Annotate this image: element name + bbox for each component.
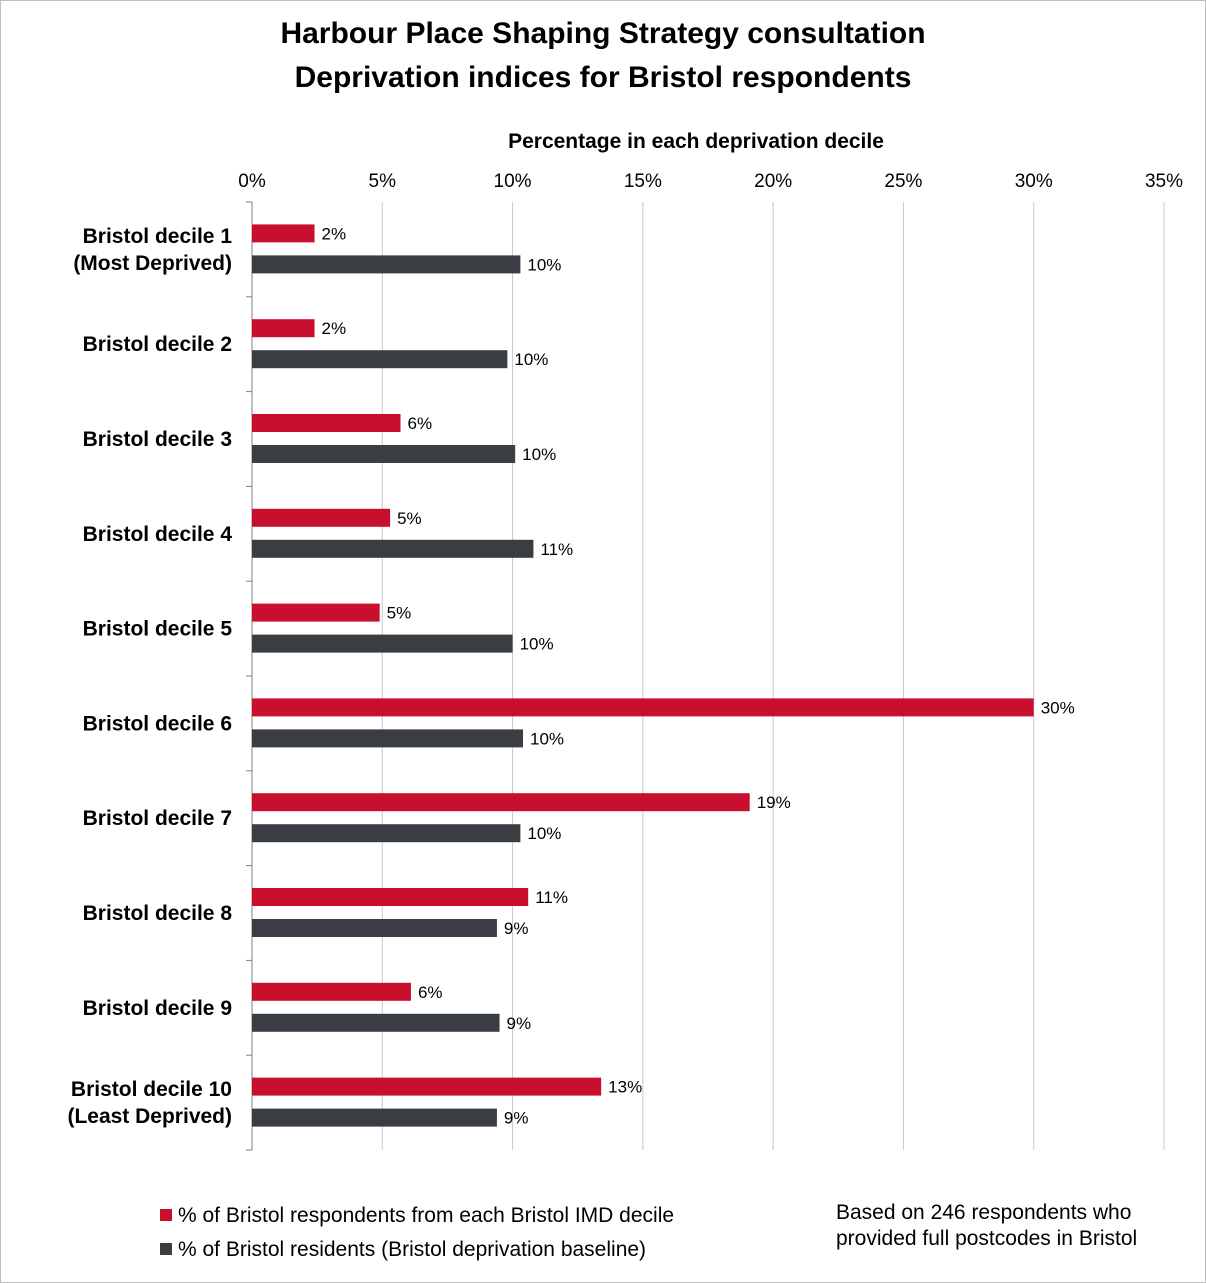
category-label: Bristol decile 5 [83,618,233,641]
data-label-baseline: 11% [540,540,573,559]
bar-baseline [252,350,508,369]
data-label-baseline: 10% [522,445,556,464]
footnote-line-1: Based on 246 respondents who [836,1201,1132,1224]
legend-item-baseline: % of Bristol residents (Bristol deprivat… [160,1237,646,1263]
data-label-baseline: 10% [527,255,561,274]
data-label-baseline: 10% [527,824,561,843]
footnote-line-2: provided full postcodes in Bristol [836,1227,1138,1250]
data-label-respondents: 6% [408,414,433,433]
data-label-respondents: 19% [757,793,791,812]
legend-label-respondents: % of Bristol respondents from each Brist… [178,1204,675,1227]
data-label-baseline: 9% [504,1109,529,1128]
category-label: Bristol decile 8 [83,902,233,925]
x-tick-label: 35% [1145,171,1183,192]
legend-item-respondents: % of Bristol respondents from each Brist… [160,1203,674,1229]
bar-respondents [252,888,529,906]
bar-respondents [252,319,315,338]
category-label: Bristol decile 9 [83,997,232,1020]
bar-chart: 0% 5% 10% 15% 20% 25% 30% 35% 2% 10% Bristol decil… [67,171,1183,1151]
bar-baseline [252,634,513,653]
data-label-baseline: 10% [520,635,554,654]
legend-label-baseline: % of Bristol residents (Bristol deprivat… [178,1238,647,1261]
data-label-respondents: 5% [397,509,422,528]
chart-subtitle: Deprivation indices for Bristol responde… [294,61,912,94]
bar-respondents [252,414,401,432]
legend-swatch-respondents [160,1209,172,1221]
data-label-baseline: 9% [507,1014,532,1033]
category-label: (Most Deprived) [73,252,232,275]
chart-title: Harbour Place Shaping Strategy consultat… [280,17,926,50]
data-label-baseline: 10% [514,350,548,369]
x-tick-label: 15% [624,171,662,192]
data-label-baseline: 10% [530,729,564,748]
bar-baseline [252,1108,497,1127]
bar-respondents [252,793,750,812]
bar-baseline [252,729,523,748]
category-label: (Least Deprived) [67,1105,232,1128]
x-axis-title: Percentage in each deprivation decile [508,130,884,153]
category-label: Bristol decile 2 [83,333,232,356]
data-label-respondents: 6% [418,983,443,1002]
category-label: Bristol decile 7 [83,807,232,830]
bar-respondents [252,1077,602,1096]
x-tick-label: 0% [238,171,266,192]
bar-respondents [252,224,315,243]
bar-baseline [252,1013,500,1032]
category-label: Bristol decile 1 [83,225,233,248]
category-label: Bristol decile 6 [83,712,232,735]
x-tick-label: 30% [1015,171,1053,192]
data-label-respondents: 11% [535,888,568,907]
data-label-baseline: 9% [504,919,529,938]
data-label-respondents: 2% [322,319,347,338]
data-label-respondents: 30% [1041,698,1075,717]
footnote: Based on 246 respondents who provided fu… [836,1200,1196,1252]
x-tick-label: 5% [369,171,397,192]
bar-baseline [252,255,521,274]
category-label: Bristol decile 3 [83,428,232,451]
bar-baseline [252,919,497,937]
x-tick-label: 10% [494,171,532,192]
bar-baseline [252,539,534,558]
data-label-respondents: 5% [387,604,412,623]
bar-baseline [252,445,516,463]
bar-respondents [252,698,1034,717]
bar-respondents [252,508,391,527]
bar-baseline [252,824,521,843]
x-tick-label: 20% [754,171,792,192]
x-tick-label: 25% [884,171,922,192]
bar-respondents [252,603,380,622]
data-label-respondents: 2% [322,224,347,243]
category-label: Bristol decile 10 [71,1078,232,1101]
data-label-respondents: 13% [608,1078,642,1097]
bar-respondents [252,982,411,1001]
legend-swatch-baseline [160,1243,172,1255]
category-label: Bristol decile 4 [83,523,233,546]
